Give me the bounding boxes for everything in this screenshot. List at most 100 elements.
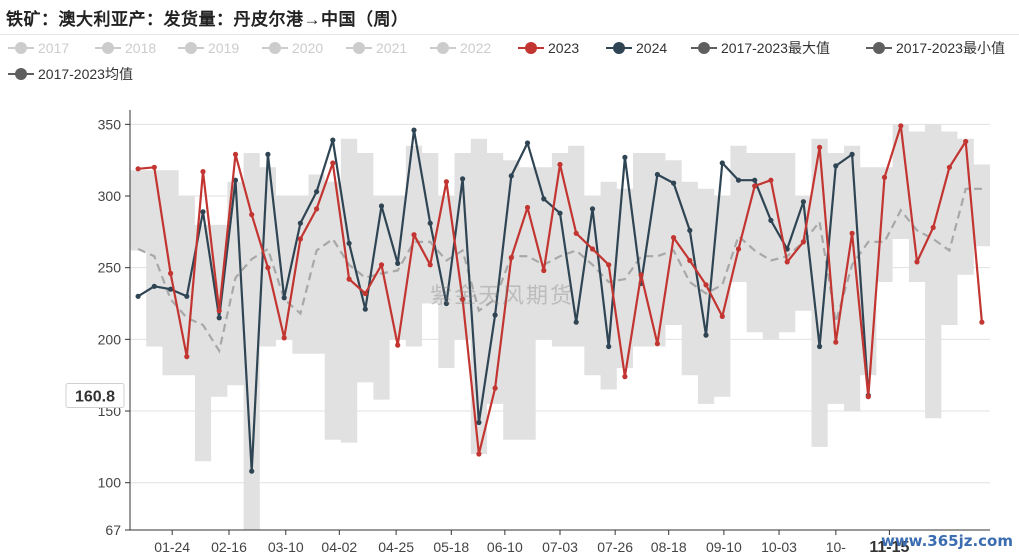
axis-pointer-value: 160.8 xyxy=(75,389,115,406)
data-point-2023 xyxy=(443,179,449,185)
data-point-2023 xyxy=(232,151,239,157)
data-point-2023 xyxy=(963,138,969,145)
data-point-2023 xyxy=(930,224,936,231)
data-point-2023 xyxy=(395,342,401,348)
y-tick-label: 300 xyxy=(98,188,122,204)
data-point-2023 xyxy=(800,239,807,245)
legend-marker-icon xyxy=(8,68,34,80)
data-point-2024 xyxy=(168,286,174,292)
y-tick-label: 67 xyxy=(105,522,121,538)
x-tick-label: 04-02 xyxy=(321,539,357,555)
data-point-2023 xyxy=(460,296,466,302)
legend-marker-icon xyxy=(8,42,34,54)
data-point-2023 xyxy=(898,123,904,129)
data-point-2024 xyxy=(541,196,547,202)
data-point-2023 xyxy=(184,354,190,360)
legend-label: 2023 xyxy=(548,40,580,56)
x-tick-label: 02-16 xyxy=(211,539,247,555)
legend-label: 2019 xyxy=(208,40,240,56)
data-point-2024 xyxy=(492,312,498,318)
legend-label: 2017 xyxy=(38,40,70,56)
data-point-2024 xyxy=(314,189,320,195)
data-point-2023 xyxy=(151,164,157,170)
data-point-2023 xyxy=(200,169,206,175)
data-point-2024 xyxy=(362,306,368,312)
legend-item-2017[interactable]: 2017 xyxy=(8,38,69,58)
site-watermark: www.365jz.com xyxy=(880,532,1013,550)
title-divider xyxy=(0,34,1019,35)
data-point-2023 xyxy=(865,394,871,400)
data-point-2024 xyxy=(184,293,190,299)
data-point-2024 xyxy=(232,177,239,183)
legend-item-2022[interactable]: 2022 xyxy=(430,38,491,58)
legend-item-2017-2023最小值[interactable]: 2017-2023最小值 xyxy=(866,38,1005,58)
data-point-2024 xyxy=(200,209,206,215)
x-tick-label: 11-15 xyxy=(869,539,909,556)
x-tick-label: 03-10 xyxy=(268,539,304,555)
data-point-2024 xyxy=(703,332,709,338)
data-point-2024 xyxy=(768,217,774,223)
legend-item-2020[interactable]: 2020 xyxy=(262,38,323,58)
legend-item-2018[interactable]: 2018 xyxy=(95,38,156,58)
data-point-2023 xyxy=(654,341,661,347)
legend-item-2024[interactable]: 2024 xyxy=(606,38,667,58)
data-point-2024 xyxy=(524,140,531,146)
y-tick-label: 250 xyxy=(98,260,122,276)
data-point-2024 xyxy=(752,177,758,183)
x-tick-label: 07-03 xyxy=(542,539,578,555)
data-point-2024 xyxy=(671,180,677,186)
data-point-2023 xyxy=(281,335,287,341)
data-point-2023 xyxy=(752,183,758,189)
data-point-2023 xyxy=(249,212,255,218)
legend-marker-icon xyxy=(691,42,717,54)
data-point-2023 xyxy=(881,174,888,180)
data-point-2024 xyxy=(460,176,466,182)
data-point-2024 xyxy=(395,260,401,266)
x-tick-label: 01-24 xyxy=(154,539,190,555)
legend-marker-icon xyxy=(346,42,372,54)
data-point-2024 xyxy=(249,468,255,474)
data-point-2023 xyxy=(622,374,628,380)
legend-marker-icon xyxy=(262,42,288,54)
data-point-2024 xyxy=(427,220,433,226)
data-point-2024 xyxy=(817,343,823,350)
data-point-2023 xyxy=(671,235,677,241)
legend-label: 2024 xyxy=(636,40,668,56)
data-point-2023 xyxy=(330,160,336,166)
legend-marker-icon xyxy=(518,42,544,54)
legend-marker-icon xyxy=(866,42,892,54)
data-point-2024 xyxy=(687,227,693,233)
data-point-2024 xyxy=(216,315,222,321)
data-point-2024 xyxy=(573,319,579,325)
legend-label: 2020 xyxy=(292,40,324,56)
data-point-2023 xyxy=(833,339,839,345)
data-point-2023 xyxy=(589,246,596,252)
legend-marker-icon xyxy=(95,42,121,54)
x-tick-label: 10- xyxy=(826,539,847,555)
data-point-2023 xyxy=(216,308,222,314)
data-point-2023 xyxy=(784,259,790,265)
x-tick-label: 09-10 xyxy=(706,539,742,555)
series-line-2024 xyxy=(137,129,870,473)
legend-item-2021[interactable]: 2021 xyxy=(346,38,407,58)
data-point-2024 xyxy=(378,203,385,209)
data-point-2023 xyxy=(541,267,547,274)
legend-item-2023[interactable]: 2023 xyxy=(518,38,579,58)
data-point-2023 xyxy=(638,272,644,278)
y-tick-label: 350 xyxy=(98,116,122,132)
data-point-2023 xyxy=(914,259,920,265)
data-point-2024 xyxy=(735,177,742,183)
data-point-2023 xyxy=(524,204,531,211)
data-point-2023 xyxy=(979,319,985,325)
data-point-2024 xyxy=(443,300,449,307)
data-point-2023 xyxy=(346,276,352,282)
legend-item-2019[interactable]: 2019 xyxy=(178,38,239,58)
legend-item-2017-2023均值[interactable]: 2017-2023均值 xyxy=(8,64,133,84)
x-tick-label: 05-18 xyxy=(433,539,469,555)
legend-item-2017-2023最大值[interactable]: 2017-2023最大值 xyxy=(691,38,830,58)
data-point-2024 xyxy=(297,220,303,226)
data-point-2024 xyxy=(606,343,612,350)
data-point-2023 xyxy=(427,262,433,268)
x-tick-label: 08-18 xyxy=(651,539,687,555)
data-point-2023 xyxy=(265,265,271,271)
